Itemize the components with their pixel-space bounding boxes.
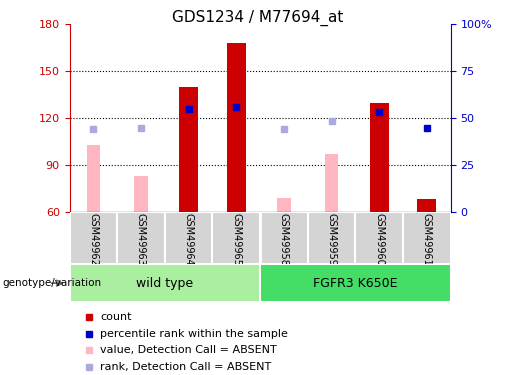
Text: count: count <box>100 312 132 322</box>
Text: genotype/variation: genotype/variation <box>3 278 101 288</box>
Text: GSM49961: GSM49961 <box>422 213 432 266</box>
Text: GSM49959: GSM49959 <box>327 213 336 266</box>
FancyBboxPatch shape <box>403 212 451 264</box>
Text: GSM49963: GSM49963 <box>136 213 146 266</box>
FancyBboxPatch shape <box>70 264 260 302</box>
Text: wild type: wild type <box>136 277 193 290</box>
Bar <box>417 200 436 212</box>
Text: GDS1234 / M77694_at: GDS1234 / M77694_at <box>172 9 343 26</box>
Text: GSM49965: GSM49965 <box>231 213 241 266</box>
Text: percentile rank within the sample: percentile rank within the sample <box>100 329 288 339</box>
Text: GSM49962: GSM49962 <box>89 213 98 266</box>
FancyBboxPatch shape <box>355 212 403 264</box>
Text: GSM49958: GSM49958 <box>279 213 289 266</box>
Bar <box>227 43 246 212</box>
Bar <box>370 102 389 212</box>
Bar <box>134 176 148 212</box>
Text: FGFR3 K650E: FGFR3 K650E <box>313 277 398 290</box>
Text: GSM49960: GSM49960 <box>374 213 384 266</box>
FancyBboxPatch shape <box>212 212 260 264</box>
Bar <box>179 87 198 212</box>
Text: value, Detection Call = ABSENT: value, Detection Call = ABSENT <box>100 345 277 355</box>
FancyBboxPatch shape <box>260 212 307 264</box>
Bar <box>325 154 338 212</box>
FancyBboxPatch shape <box>70 212 117 264</box>
FancyBboxPatch shape <box>165 212 212 264</box>
Bar <box>277 198 290 212</box>
Text: rank, Detection Call = ABSENT: rank, Detection Call = ABSENT <box>100 362 271 372</box>
FancyBboxPatch shape <box>117 212 165 264</box>
Bar <box>87 145 100 212</box>
Text: GSM49964: GSM49964 <box>184 213 194 266</box>
FancyBboxPatch shape <box>260 264 451 302</box>
FancyBboxPatch shape <box>307 212 355 264</box>
